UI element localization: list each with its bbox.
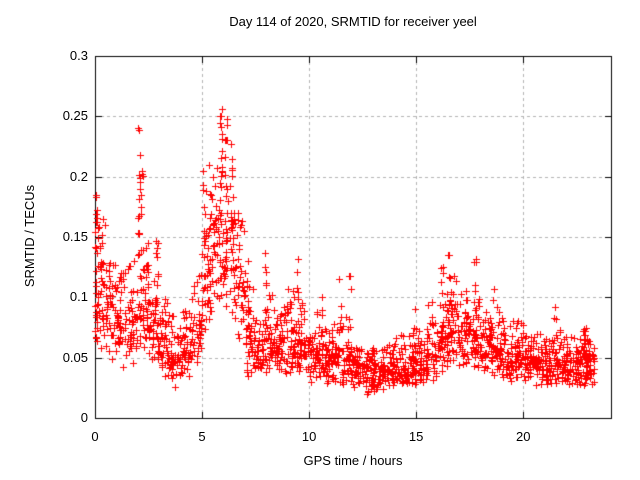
y-tick-label: 0.2 <box>69 168 88 184</box>
x-tick-label: 20 <box>515 429 531 444</box>
y-tick-label: 0.1 <box>69 289 88 305</box>
x-tick-label: 10 <box>301 429 317 444</box>
y-tick-label: 0 <box>80 410 88 425</box>
x-axis-label: GPS time / hours <box>303 453 403 468</box>
x-tick-label: 5 <box>198 429 206 444</box>
y-tick-label: 0.05 <box>62 349 88 365</box>
x-tick-label: 15 <box>408 429 424 444</box>
y-tick-label: 0.15 <box>62 229 88 244</box>
y-tick-label: 0.25 <box>62 108 88 124</box>
y-tick-label: 0.3 <box>69 48 88 63</box>
x-tick-label: 0 <box>91 429 99 444</box>
